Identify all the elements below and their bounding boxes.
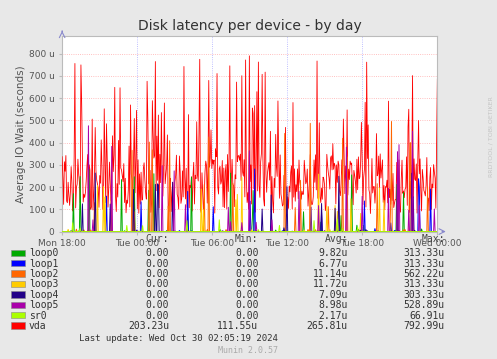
Text: 0.00: 0.00 bbox=[235, 279, 258, 289]
Text: Max:: Max: bbox=[421, 234, 445, 244]
Text: 0.00: 0.00 bbox=[146, 248, 169, 258]
Text: 0.00: 0.00 bbox=[146, 300, 169, 310]
Text: Min:: Min: bbox=[235, 234, 258, 244]
Text: 0.00: 0.00 bbox=[235, 269, 258, 279]
Text: 2.17u: 2.17u bbox=[319, 311, 348, 321]
Text: 313.33u: 313.33u bbox=[404, 258, 445, 269]
Text: 6.77u: 6.77u bbox=[319, 258, 348, 269]
Text: 11.72u: 11.72u bbox=[313, 279, 348, 289]
Text: sr0: sr0 bbox=[29, 311, 46, 321]
Text: 0.00: 0.00 bbox=[146, 290, 169, 300]
Text: 313.33u: 313.33u bbox=[404, 248, 445, 258]
Text: 8.98u: 8.98u bbox=[319, 300, 348, 310]
Text: Munin 2.0.57: Munin 2.0.57 bbox=[219, 346, 278, 355]
Text: 9.82u: 9.82u bbox=[319, 248, 348, 258]
Text: 203.23u: 203.23u bbox=[128, 321, 169, 331]
Text: loop4: loop4 bbox=[29, 290, 58, 300]
Text: loop1: loop1 bbox=[29, 258, 58, 269]
Text: loop5: loop5 bbox=[29, 300, 58, 310]
Text: 11.14u: 11.14u bbox=[313, 269, 348, 279]
Text: loop0: loop0 bbox=[29, 248, 58, 258]
Text: 303.33u: 303.33u bbox=[404, 290, 445, 300]
Text: RRDTOOL / TOBI OETIKER: RRDTOOL / TOBI OETIKER bbox=[489, 96, 494, 177]
Text: 111.55u: 111.55u bbox=[217, 321, 258, 331]
Text: 528.89u: 528.89u bbox=[404, 300, 445, 310]
Text: 0.00: 0.00 bbox=[146, 279, 169, 289]
Text: 0.00: 0.00 bbox=[235, 248, 258, 258]
Text: 265.81u: 265.81u bbox=[307, 321, 348, 331]
Text: 0.00: 0.00 bbox=[235, 290, 258, 300]
Text: 7.09u: 7.09u bbox=[319, 290, 348, 300]
Text: vda: vda bbox=[29, 321, 46, 331]
Text: 0.00: 0.00 bbox=[235, 258, 258, 269]
Y-axis label: Average IO Wait (seconds): Average IO Wait (seconds) bbox=[16, 65, 26, 202]
Text: loop2: loop2 bbox=[29, 269, 58, 279]
Text: 0.00: 0.00 bbox=[235, 311, 258, 321]
Text: 66.91u: 66.91u bbox=[410, 311, 445, 321]
Title: Disk latency per device - by day: Disk latency per device - by day bbox=[138, 19, 362, 33]
Text: loop3: loop3 bbox=[29, 279, 58, 289]
Text: 0.00: 0.00 bbox=[146, 258, 169, 269]
Text: Cur:: Cur: bbox=[146, 234, 169, 244]
Text: 313.33u: 313.33u bbox=[404, 279, 445, 289]
Text: Last update: Wed Oct 30 02:05:19 2024: Last update: Wed Oct 30 02:05:19 2024 bbox=[80, 334, 278, 343]
Text: Avg:: Avg: bbox=[325, 234, 348, 244]
Text: 792.99u: 792.99u bbox=[404, 321, 445, 331]
Text: 562.22u: 562.22u bbox=[404, 269, 445, 279]
Text: 0.00: 0.00 bbox=[146, 269, 169, 279]
Text: 0.00: 0.00 bbox=[146, 311, 169, 321]
Text: 0.00: 0.00 bbox=[235, 300, 258, 310]
